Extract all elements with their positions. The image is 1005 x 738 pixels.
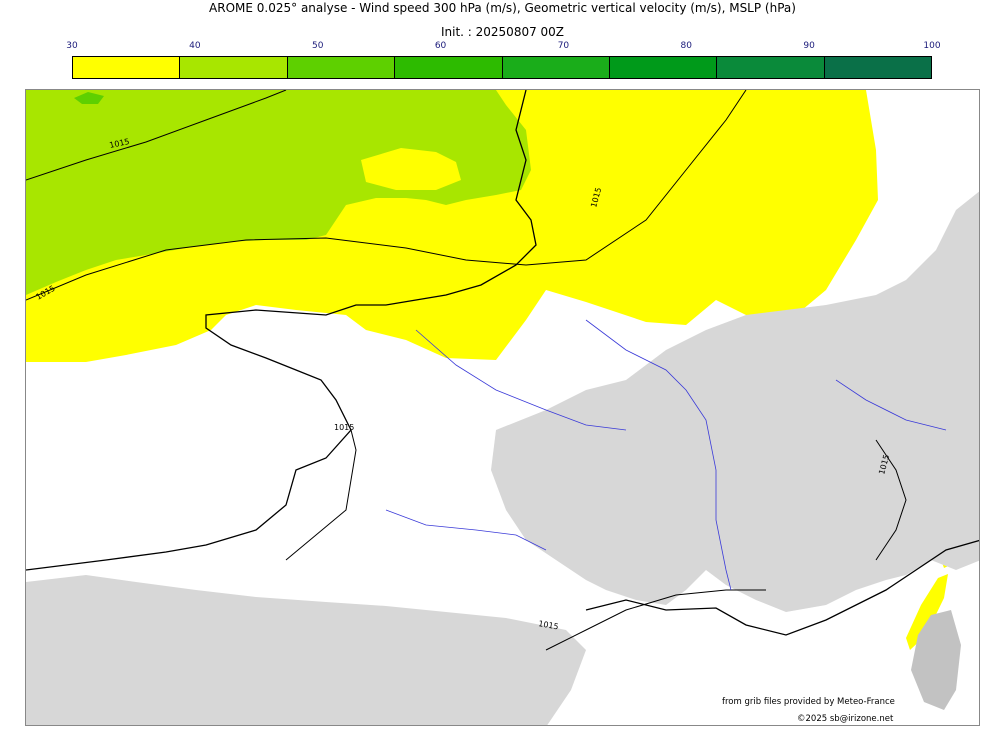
river-line [835,379,947,431]
isobar-label: 1015 [334,423,354,432]
isobar-line [545,589,766,651]
colorbar-segment [395,57,503,78]
isobar-line [26,90,287,181]
isobar-label: 1015 [109,137,131,150]
wind-30-40-patch-corsica [906,574,948,650]
chart-title: AROME 0.025° analyse - Wind speed 300 hP… [209,1,796,15]
terrain-corsica [911,610,961,710]
colorbar-segment [717,57,825,78]
colorbar-tick-label: 60 [434,41,447,51]
terrain-alps-massif-central [491,191,979,612]
river-line [385,509,547,551]
colorbar-tick-label: 80 [680,41,693,51]
colorbar-tick-label: 40 [189,41,201,51]
terrain-pyrenees-spain [26,575,586,725]
source-credit: from grib files provided by Meteo-France [722,697,895,707]
colorbar-segment [287,57,396,78]
isobar-line [875,439,907,561]
colorbar-segment [180,57,288,78]
colorbar-tick-label: 50 [311,41,324,51]
colorbar-tick-label: 100 [923,41,941,51]
colorbar-segment [824,57,931,78]
coastline [26,90,979,636]
map-svg: 1015 1015 1015 1015 1015 1015 [26,90,979,725]
wind-30-40-patch [361,148,461,190]
colorbar-tick-label: 70 [557,41,570,51]
init-time: Init. : 20250807 00Z [440,25,565,39]
isobar-label: 1015 [538,619,560,631]
wind-40-50-region [26,90,531,295]
isobar-line [285,429,357,561]
wind-50-60-region [74,92,104,104]
isobar-line [26,90,747,301]
copyright: ©2025 sb@irizone.net [797,714,894,724]
map-area: 1015 1015 1015 1015 1015 1015 [25,89,980,726]
colorbar-tick-label: 90 [803,41,815,51]
colorbar [72,56,932,79]
colorbar-tick-label: 30 [66,41,78,51]
river-line [585,319,732,591]
colorbar-segment [502,57,610,78]
colorbar-segment [609,57,718,78]
river-line [415,329,627,431]
colorbar-segment [73,57,181,78]
